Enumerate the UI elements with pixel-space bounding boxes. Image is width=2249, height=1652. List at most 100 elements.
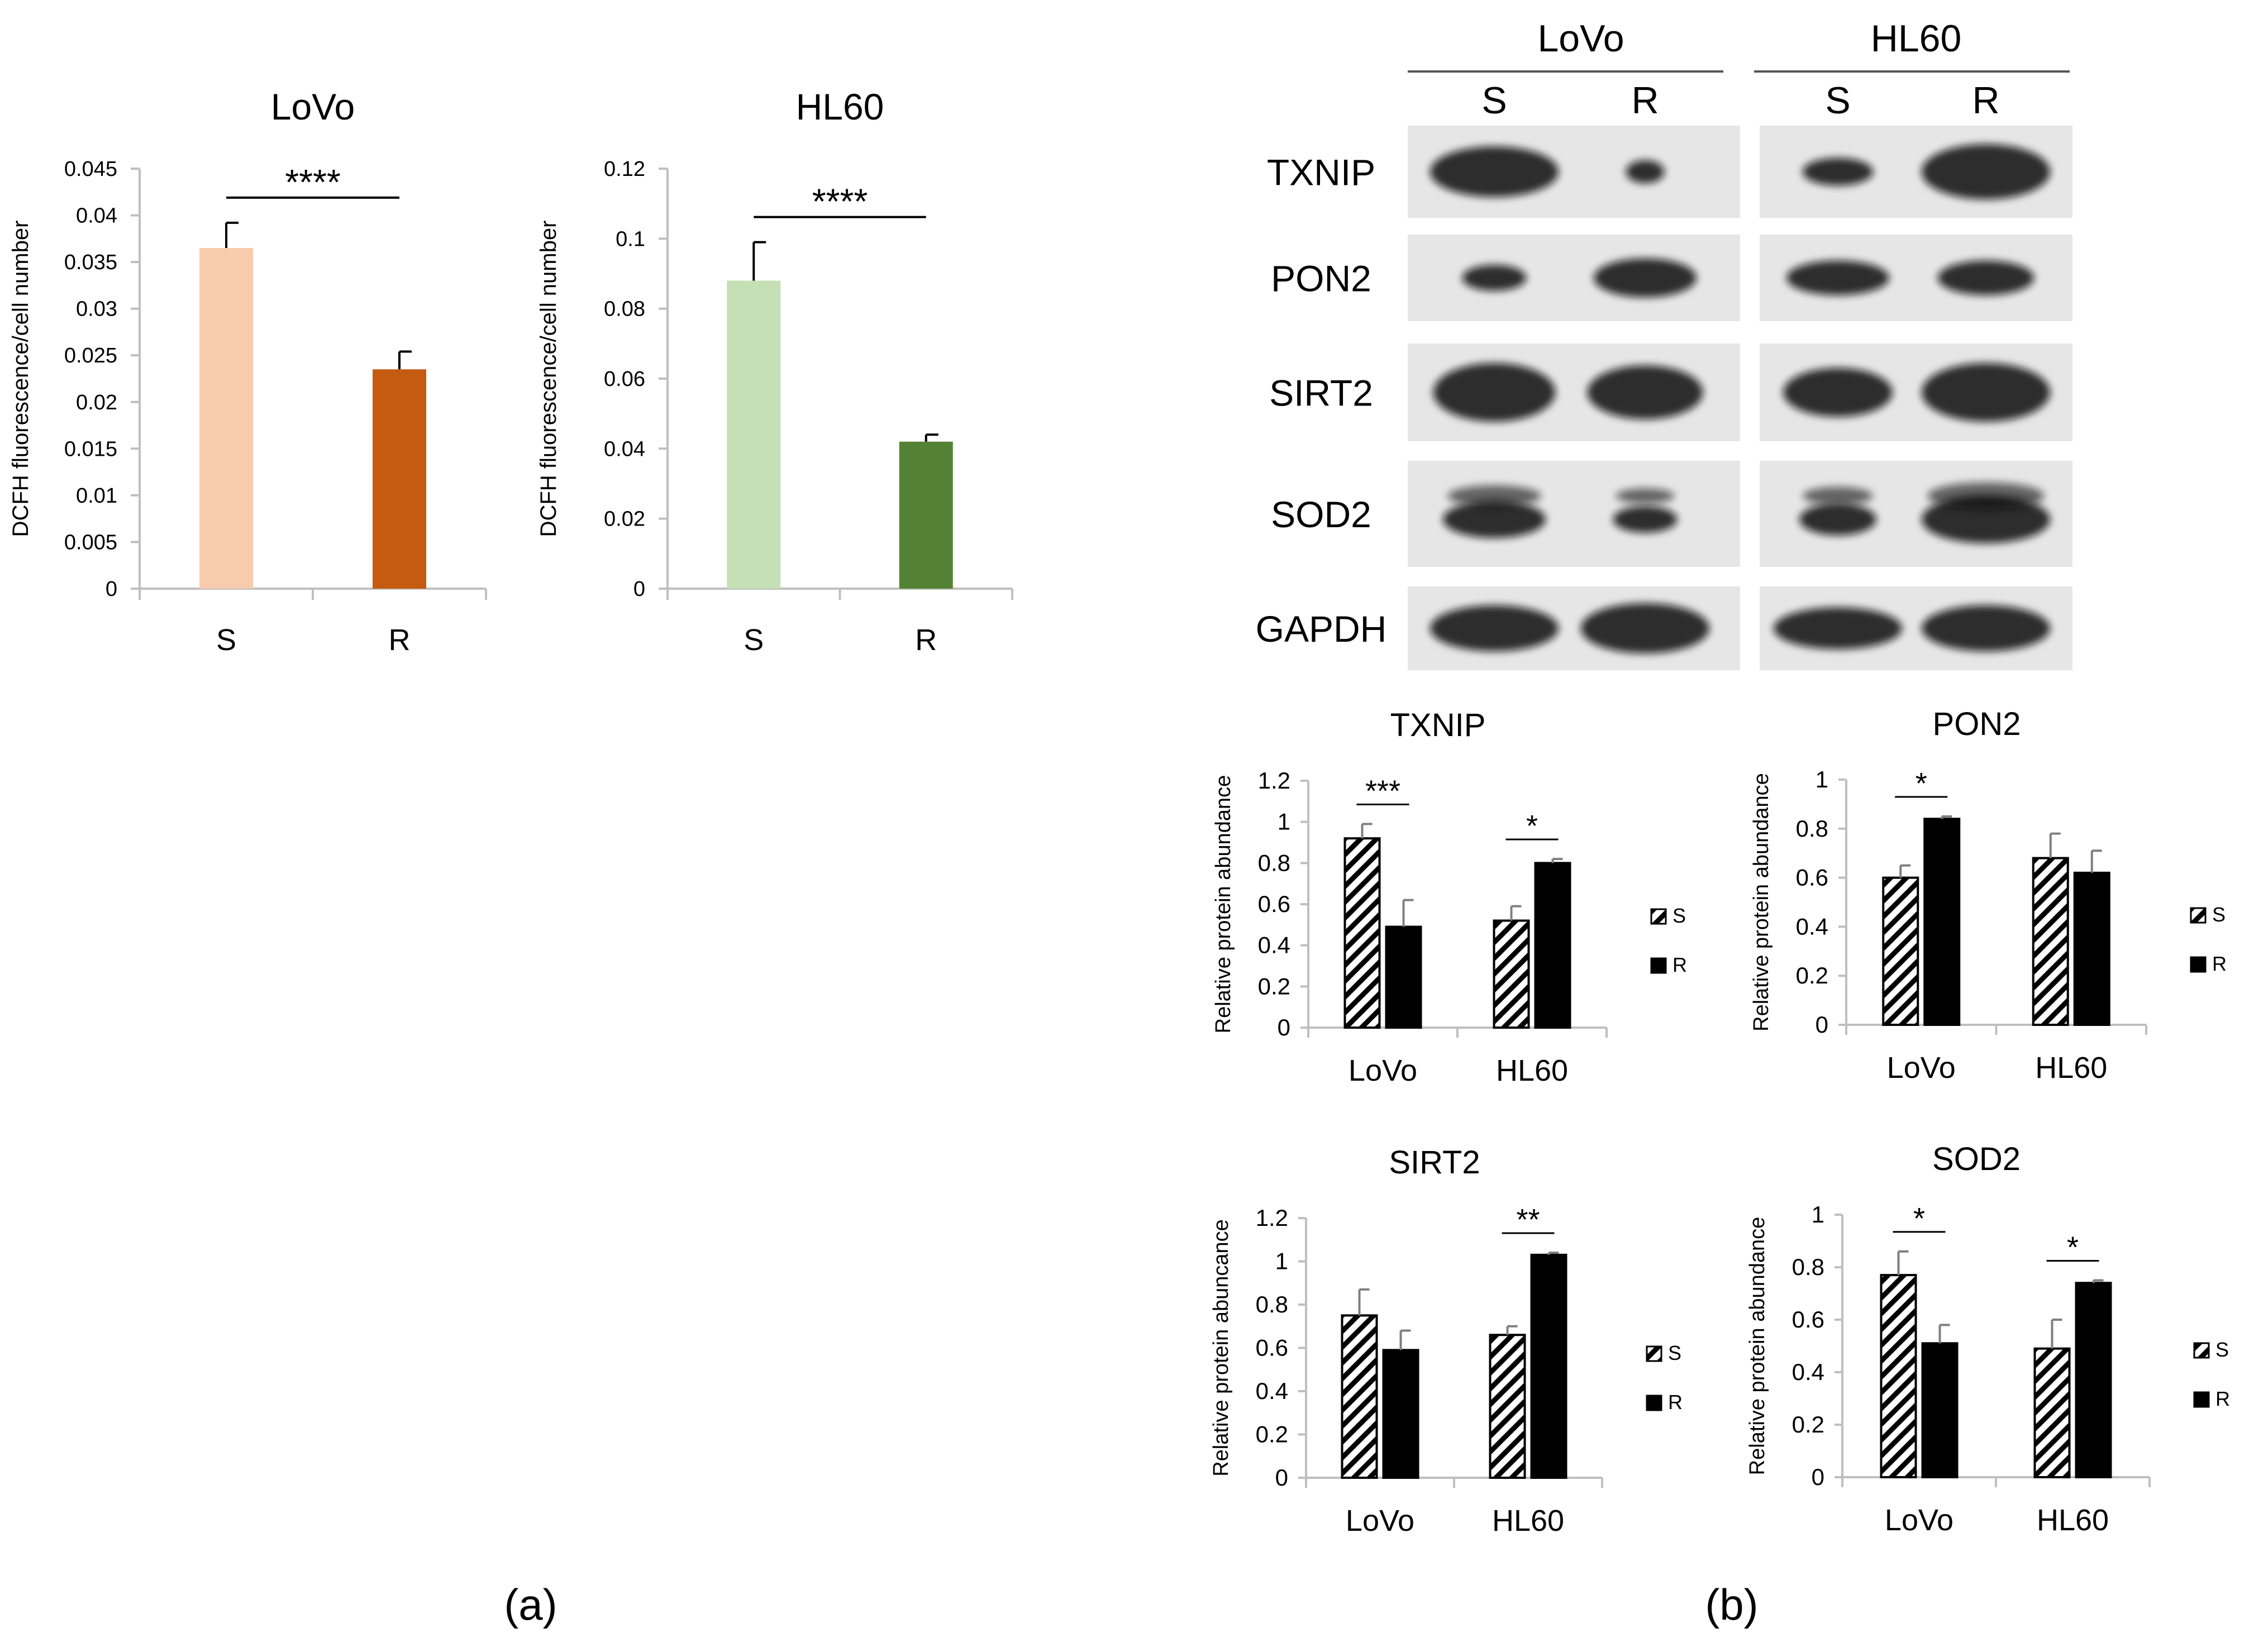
y-tick-label: 0.8: [1256, 1291, 1288, 1317]
y-tick-label: 0.02: [604, 508, 645, 531]
bar-HL60-S: [2032, 857, 2069, 1026]
x-tick-label: LoVo: [1349, 1054, 1417, 1087]
x-tick-label: LoVo: [1885, 1503, 1953, 1537]
y-tick-label: 0.005: [64, 531, 117, 554]
blot-band: [1783, 367, 1893, 417]
y-axis-label: DCFH fluorescence/cell number: [8, 221, 33, 537]
y-tick-label: 0.4: [1258, 932, 1290, 958]
y-tick-label: 0: [1278, 1014, 1290, 1040]
chart-title: PON2: [1933, 706, 2021, 742]
y-tick-label: 0.8: [1796, 815, 1828, 842]
y-tick-label: 0.2: [1796, 962, 1828, 989]
chart-dcfh-lovo: 0 0.005 0.01 0.015 0.02 0.025 0.03 0.035 0.04 0.0…: [8, 86, 487, 657]
y-tick-label: 1.2: [1258, 767, 1290, 794]
y-axis-label: Relative protein abundance: [1750, 773, 1773, 1032]
y-tick-label: 0.8: [1258, 849, 1290, 876]
y-tick-label: 1: [1812, 1201, 1824, 1228]
y-tick-label: 0.4: [1796, 913, 1828, 939]
blot-lane-label: R: [1631, 79, 1659, 122]
blot-band: [1802, 157, 1874, 186]
y-tick-label: 0.035: [64, 251, 117, 274]
legend-label: S: [1673, 904, 1686, 927]
y-tick-label: 0.06: [604, 367, 645, 391]
blot-band: [1922, 605, 2050, 652]
chart-title: SIRT2: [1389, 1144, 1480, 1181]
y-tick-label: 0.2: [1792, 1411, 1824, 1438]
y-axis-label: Relative protein abundance: [1212, 775, 1235, 1034]
x-tick-label: R: [915, 623, 937, 657]
blot-row-GAPDH: GAPDH: [1256, 586, 2072, 670]
y-tick-label: 0.2: [1256, 1421, 1288, 1448]
y-tick-label: 0.4: [1256, 1378, 1288, 1404]
panel-a-label: (a): [504, 1580, 557, 1629]
bar-LoVo-S: [1341, 1314, 1378, 1479]
x-tick-label: HL60: [1492, 1504, 1564, 1538]
bar-S: [199, 248, 253, 589]
bar-HL60-R: [1530, 1253, 1567, 1479]
blot-row-PON2: PON2: [1271, 235, 2072, 321]
blot-lane-label: S: [1825, 79, 1850, 122]
significance-label: *: [1913, 1202, 1925, 1235]
significance-label: ****: [812, 182, 868, 222]
y-tick-label: 0.6: [1796, 865, 1828, 891]
legend-label: S: [2212, 903, 2226, 926]
y-tick-label: 0.1: [616, 227, 645, 251]
y-axis-label: Relative protein abundance: [1746, 1217, 1769, 1476]
bar-LoVo-R: [1382, 1349, 1419, 1479]
y-tick-label: 0.045: [64, 157, 117, 181]
bar-HL60-S: [2033, 1347, 2071, 1478]
significance-label: *: [1916, 767, 1927, 800]
blot-band: [1799, 503, 1876, 536]
blot-band: [1462, 265, 1527, 291]
panel-a: 0 0.005 0.01 0.015 0.02 0.025 0.03 0.035 0.04 0.0…: [8, 86, 1013, 657]
y-tick-label: 0.6: [1258, 891, 1290, 917]
x-tick-label: S: [744, 623, 764, 657]
blot-protein-label: SIRT2: [1269, 373, 1373, 414]
blot-lane-label: R: [1972, 79, 1999, 122]
blot-band: [1626, 160, 1665, 184]
y-tick-label: 0: [1275, 1464, 1288, 1491]
y-tick-label: 0.01: [76, 484, 117, 508]
y-tick-label: 0.2: [1258, 973, 1290, 999]
legend-label: S: [2215, 1338, 2229, 1361]
bar-HL60-R: [2073, 871, 2110, 1026]
y-tick-label: 0.02: [76, 391, 117, 414]
blot-band: [1922, 495, 2050, 543]
chart-title: LoVo: [271, 86, 355, 127]
legend-swatch-S: [1650, 908, 1667, 925]
y-tick-label: 0.04: [76, 204, 117, 228]
y-tick-label: 0: [1812, 1464, 1824, 1490]
legend-swatch-S: [1646, 1345, 1662, 1362]
y-tick-label: 0.8: [1792, 1254, 1824, 1280]
chart-dcfh-hl60: 0 0.02 0.04 0.06 0.08 0.1 0.12 S R HL60 DCFH fluor…: [536, 86, 1013, 657]
x-tick-label: S: [216, 623, 236, 657]
y-tick-label: 1: [1816, 766, 1828, 792]
significance-label: *: [1526, 809, 1538, 843]
y-tick-label: 0: [633, 577, 645, 601]
y-tick-label: 1.2: [1256, 1205, 1288, 1231]
blot-row-SOD2: SOD2: [1271, 461, 2072, 567]
panel-b-label: (b): [1705, 1580, 1758, 1629]
blot-band: [1587, 365, 1703, 419]
y-axis-label: DCFH fluorescence/cell number: [536, 221, 561, 537]
blot-band: [1433, 363, 1556, 422]
chart-sirt2: 0 0.2 0.4 0.6 0.8 1 1.2 LoVo HL60 ** SIRT2 Relative…: [1209, 1144, 1683, 1538]
blot-band: [1616, 488, 1675, 504]
blot-band: [1803, 486, 1873, 505]
blot-band: [1927, 482, 2045, 510]
blot-row-SIRT2: SIRT2: [1269, 343, 2072, 441]
y-tick-label: 0: [1816, 1011, 1828, 1038]
y-tick-label: 0.08: [604, 298, 645, 321]
blot-protein-label: GAPDH: [1256, 608, 1387, 650]
x-tick-label: LoVo: [1887, 1051, 1956, 1085]
y-tick-label: 0: [106, 577, 117, 601]
significance-label: ****: [285, 162, 341, 202]
y-tick-label: 0.04: [604, 437, 645, 461]
blot-band: [1774, 607, 1902, 650]
x-tick-label: HL60: [2037, 1503, 2109, 1537]
significance-label: ***: [1365, 774, 1400, 808]
bar-HL60-R: [2075, 1282, 2112, 1478]
blot-band: [1922, 363, 2050, 422]
blot-band: [1581, 603, 1709, 653]
